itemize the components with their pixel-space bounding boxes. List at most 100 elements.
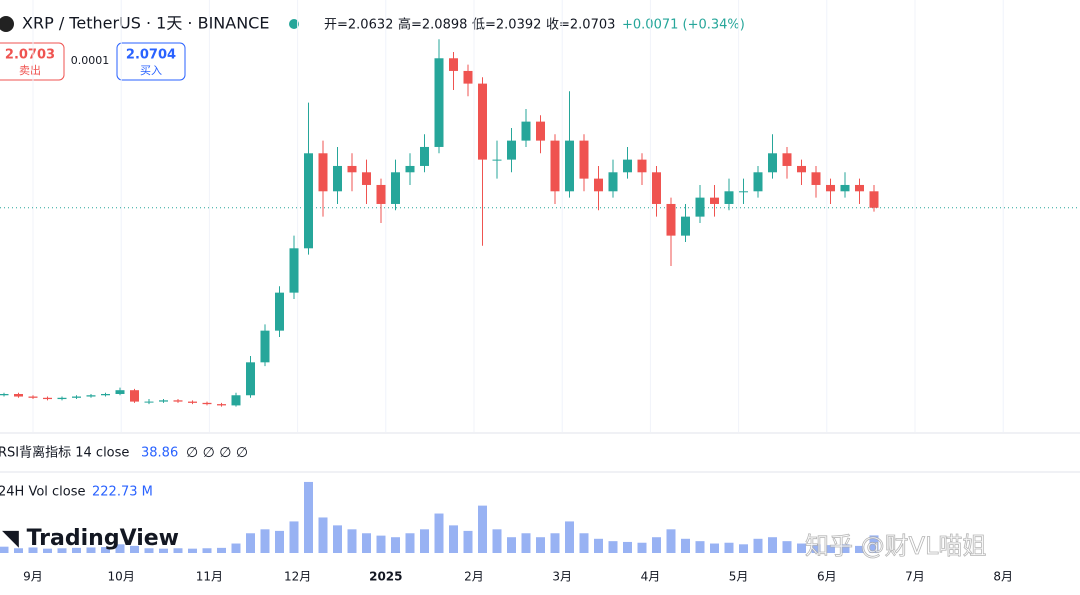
candle-body — [826, 184, 835, 192]
volume-bar — [159, 548, 168, 553]
candle-body — [637, 159, 647, 173]
volume-bar — [695, 541, 705, 553]
status-dot — [289, 19, 299, 29]
volume-bar — [594, 538, 603, 553]
candle-body — [855, 184, 864, 192]
buy-button[interactable] — [116, 42, 186, 81]
volume-bar — [130, 545, 139, 553]
ohlc-value: 低=2.0392 — [472, 18, 541, 33]
candle-body — [188, 401, 197, 403]
candle-body — [231, 395, 241, 406]
volume-bar — [492, 529, 502, 553]
candle-body — [724, 191, 734, 204]
volume-bar — [57, 548, 67, 553]
candle-body — [28, 396, 38, 398]
x-tick-label: 8月 — [993, 570, 1013, 584]
volume-bar — [637, 542, 647, 553]
volume-bar — [869, 535, 879, 553]
volume-bar — [681, 538, 690, 553]
candle-body — [420, 146, 429, 166]
change: +0.0071 (+0.34%) — [622, 18, 745, 33]
volume-bar — [855, 545, 864, 553]
x-tick-label: 2025 — [369, 570, 402, 584]
x-tick-label: 9月 — [23, 570, 43, 584]
sell-button[interactable] — [0, 42, 65, 81]
volume-bar — [710, 543, 719, 553]
candle-body — [492, 159, 502, 161]
candle-body — [681, 216, 690, 236]
volume-bar — [840, 544, 850, 553]
candle-body — [376, 184, 386, 204]
volume-bar — [797, 543, 806, 553]
candle-body — [72, 396, 81, 398]
volume-bar — [101, 547, 110, 553]
volume-bar — [173, 548, 183, 553]
volume-bar — [202, 548, 212, 553]
symbol-icon — [0, 16, 14, 32]
volume-bar — [652, 537, 661, 553]
x-tick-label: 6月 — [817, 570, 837, 584]
volume-bar — [333, 525, 342, 553]
candle-body — [536, 121, 545, 141]
volume-bar — [14, 548, 23, 553]
rsi-value: 38.86 — [141, 446, 178, 461]
volume-bar — [72, 547, 81, 553]
ohlc-row: 开=2.0632 高=2.0898 低=2.0392 收=2.0703 — [324, 17, 615, 33]
candle-body — [405, 165, 415, 173]
candle-body — [246, 362, 255, 396]
candle-body — [43, 397, 52, 400]
sell-price: 2.0703 — [5, 48, 55, 63]
volume-bar — [362, 533, 371, 553]
candle-body — [86, 395, 96, 397]
candle-body — [652, 172, 661, 204]
x-tick-label: 11月 — [196, 570, 223, 584]
volume-bar — [782, 541, 792, 553]
candle-body — [0, 393, 9, 396]
symbol-title: XRP / TetherUS · 1天 · BINANCE — [22, 14, 269, 33]
x-tick-label: 10月 — [108, 570, 135, 584]
candle-body — [768, 153, 777, 173]
candle-body — [666, 203, 676, 236]
candle-body — [260, 330, 270, 363]
volume-bar — [217, 547, 226, 553]
candle-body — [710, 197, 719, 204]
candle-body — [782, 153, 792, 166]
candle-body — [434, 58, 444, 147]
candle-body — [115, 390, 125, 394]
candle-body — [579, 140, 589, 179]
candle-body — [130, 390, 139, 402]
volume-bar — [521, 533, 531, 553]
volume-bar — [724, 542, 734, 553]
candle-body — [869, 191, 879, 208]
candle-body — [362, 172, 371, 185]
volume-bar — [318, 517, 328, 553]
candle-body — [347, 165, 357, 173]
candle-body — [478, 83, 487, 160]
candle-body — [608, 172, 618, 192]
vol-name: 24H Vol close — [0, 485, 86, 500]
volume-bar — [391, 537, 400, 553]
volume-bar — [449, 525, 458, 553]
ohlc-value: 收=2.0703 — [546, 18, 615, 33]
candle-body — [101, 393, 110, 396]
volume-bar — [434, 513, 444, 553]
watermark: 知乎 @财VL喵姐 — [805, 532, 986, 560]
volume-bar — [43, 548, 52, 553]
x-tick-label: 12月 — [284, 570, 311, 584]
candle-body — [463, 70, 473, 84]
volume-bar — [536, 537, 545, 553]
volume-bar — [289, 521, 299, 553]
candle-body — [318, 153, 328, 192]
x-tick-label: 7月 — [905, 570, 925, 584]
candle-body — [695, 197, 705, 217]
candle-body — [202, 402, 212, 405]
volume-bar — [768, 537, 777, 553]
volume-bar — [188, 548, 197, 553]
candle-body — [507, 140, 516, 160]
volume-bar — [376, 535, 386, 553]
candle-body — [797, 165, 806, 173]
candle-body — [565, 140, 574, 192]
